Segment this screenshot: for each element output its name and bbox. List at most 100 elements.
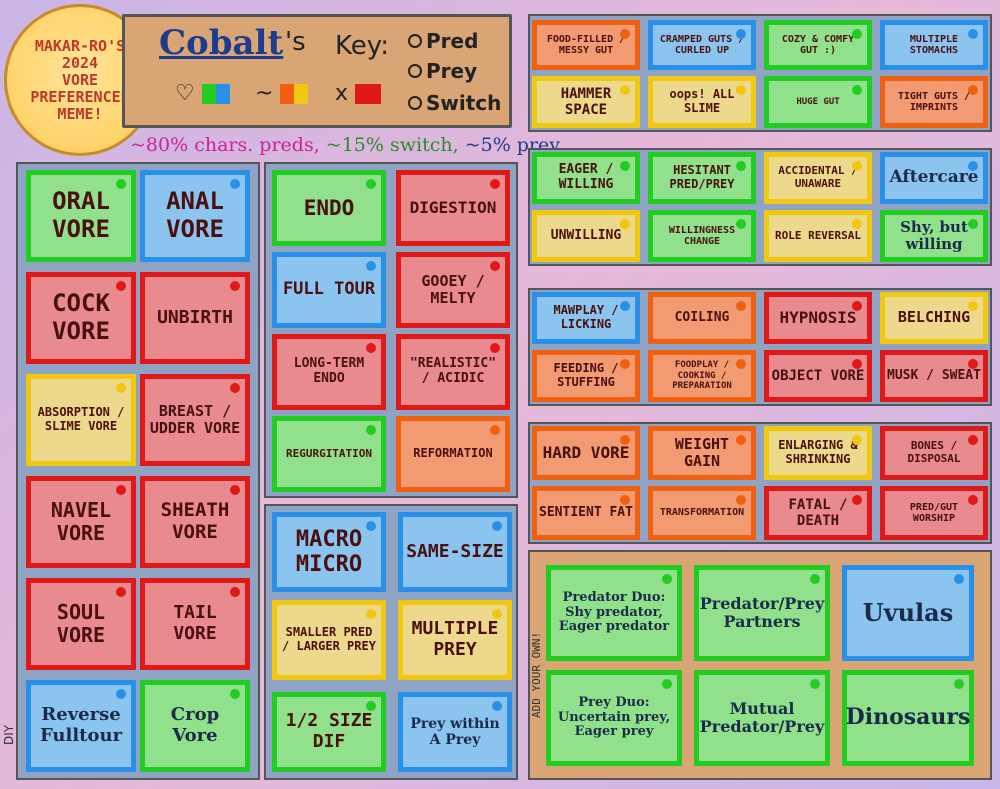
card-prey-within: Prey within A Prey [398, 692, 512, 772]
badge-line: MAKAR-RO'S [34, 36, 126, 55]
pin-icon [492, 701, 502, 711]
heart-icon: ♡ [175, 81, 195, 106]
card-label: BELCHING [897, 308, 971, 327]
card-smaller-larger: SMALLER PRED / LARGER PREY [272, 600, 386, 680]
pin-icon [968, 495, 978, 505]
card-label: TAIL VORE [173, 602, 217, 644]
pin-icon [662, 679, 672, 689]
key-panel: Cobalt 's Key: Pred Prey Switch ♡ ~ x [122, 14, 512, 128]
pin-icon [116, 587, 126, 597]
pin-icon [620, 161, 630, 171]
pin-icon [230, 587, 240, 597]
pin-icon [490, 343, 500, 353]
card-label: Prey Duo: Uncertain prey, Eager prey [557, 694, 671, 740]
card-label: Reverse Fulltour [39, 704, 123, 746]
card-navel-vore: NAVEL VORE [26, 476, 136, 568]
card-prey-duo: Prey Duo: Uncertain prey, Eager prey [546, 670, 682, 766]
pin-icon [968, 85, 978, 95]
card-reverse-fulltour: Reverse Fulltour [26, 680, 136, 772]
card-food-filled: FOOD-FILLED / MESSY GUT [532, 20, 640, 70]
card-weight-gain: WEIGHT GAIN [648, 426, 756, 480]
badge-line: VORE [61, 70, 99, 89]
pin-icon [852, 359, 862, 369]
pin-icon [852, 435, 862, 445]
pin-icon [620, 435, 630, 445]
card-shy-but-willing: Shy, but willing [880, 210, 988, 262]
card-label: HAMMER SPACE [560, 85, 612, 118]
card-label: MULTIPLE PREY [411, 618, 499, 660]
card-label: LONG-TERM ENDO [293, 356, 365, 386]
card-eager-willing: EAGER / WILLING [532, 152, 640, 204]
panel-types [16, 162, 260, 780]
pin-icon [620, 85, 630, 95]
card-label: 1/2 SIZE DIF [285, 710, 373, 752]
card-aftercare: Aftercare [880, 152, 988, 204]
card-label: ABSORPTION / SLIME VORE [37, 405, 125, 433]
name-suffix: 's [285, 27, 306, 57]
pin-icon [968, 435, 978, 445]
card-multiple-prey: MULTIPLE PREY [398, 600, 512, 680]
card-tail-vore: TAIL VORE [140, 578, 250, 670]
pin-icon [230, 179, 240, 189]
card-label: ACCIDENTAL / UNAWARE [778, 164, 858, 190]
pin-icon [230, 689, 240, 699]
stat-preds: ~80% chars. preds, [130, 134, 320, 156]
card-hypnosis: HYPNOSIS [764, 292, 872, 344]
pin-icon [366, 609, 376, 619]
pin-icon [230, 383, 240, 393]
card-role-reversal: ROLE REVERSAL [764, 210, 872, 262]
pin-icon [490, 179, 500, 189]
card-label: SMALLER PRED / LARGER PREY [282, 625, 376, 653]
pin-icon [366, 425, 376, 435]
badge-line: MEME! [57, 104, 103, 123]
card-label: REFORMATION [413, 446, 493, 461]
card-label: ENDO [303, 195, 355, 220]
card-feeding-stuffing: FEEDING / STUFFING [532, 350, 640, 402]
card-label: MULTIPLE STOMACHS [909, 33, 959, 57]
pin-icon [736, 85, 746, 95]
pin-icon [366, 701, 376, 711]
x-icon: x [335, 81, 349, 106]
pin-icon [490, 261, 500, 271]
card-label: SHEATH VORE [160, 499, 230, 543]
card-anal-vore: ANAL VORE [140, 170, 250, 262]
pin-icon [620, 219, 630, 229]
card-label: HARD VORE [542, 442, 630, 462]
card-musk-sweat: MUSK / SWEAT [880, 350, 988, 402]
pin-icon [810, 679, 820, 689]
card-label: BONES / DISPOSAL [907, 439, 961, 465]
pin-icon [366, 179, 376, 189]
pin-icon [366, 343, 376, 353]
card-hesitant: HESITANT PRED/PREY [648, 152, 756, 204]
card-label: ANAL VORE [166, 187, 224, 243]
card-label: FATAL / DEATH [788, 496, 848, 529]
card-label: Predator Duo: Shy predator, Eager predat… [558, 589, 670, 635]
legend-no: x [335, 81, 382, 106]
card-label: Dinosaurs [845, 704, 971, 731]
pin-icon [492, 521, 502, 531]
pin-icon [620, 29, 630, 39]
pin-icon [852, 85, 862, 95]
card-label: CRAMPED GUTS / CURLED UP [659, 33, 745, 57]
card-sentient-fat: SENTIENT FAT [532, 486, 640, 540]
tilde-icon: ~ [255, 81, 274, 106]
card-label: COCK VORE [52, 289, 110, 345]
card-label: TIGHT GUTS / IMPRINTS [897, 90, 971, 114]
card-label: MUSK / SWEAT [887, 367, 981, 383]
card-label: Uvulas [862, 598, 954, 628]
card-label: NAVEL VORE [50, 498, 112, 545]
pin-icon [852, 301, 862, 311]
card-enlarging: ENLARGING & SHRINKING [764, 426, 872, 480]
card-label: TRANSFORMATION [659, 507, 745, 519]
card-label: DIGESTION [409, 197, 497, 217]
card-label: OBJECT VORE [771, 367, 865, 384]
pin-icon [662, 574, 672, 584]
card-breast-udder: BREAST / UDDER VORE [140, 374, 250, 466]
card-unbirth: UNBIRTH [140, 272, 250, 364]
card-tight-guts: TIGHT GUTS / IMPRINTS [880, 76, 988, 128]
pin-icon [954, 574, 964, 584]
card-mutual-predator-prey: Mutual Predator/Prey [694, 670, 830, 766]
card-label: UNWILLING [550, 227, 622, 243]
pin-icon [852, 29, 862, 39]
pin-icon [968, 29, 978, 39]
